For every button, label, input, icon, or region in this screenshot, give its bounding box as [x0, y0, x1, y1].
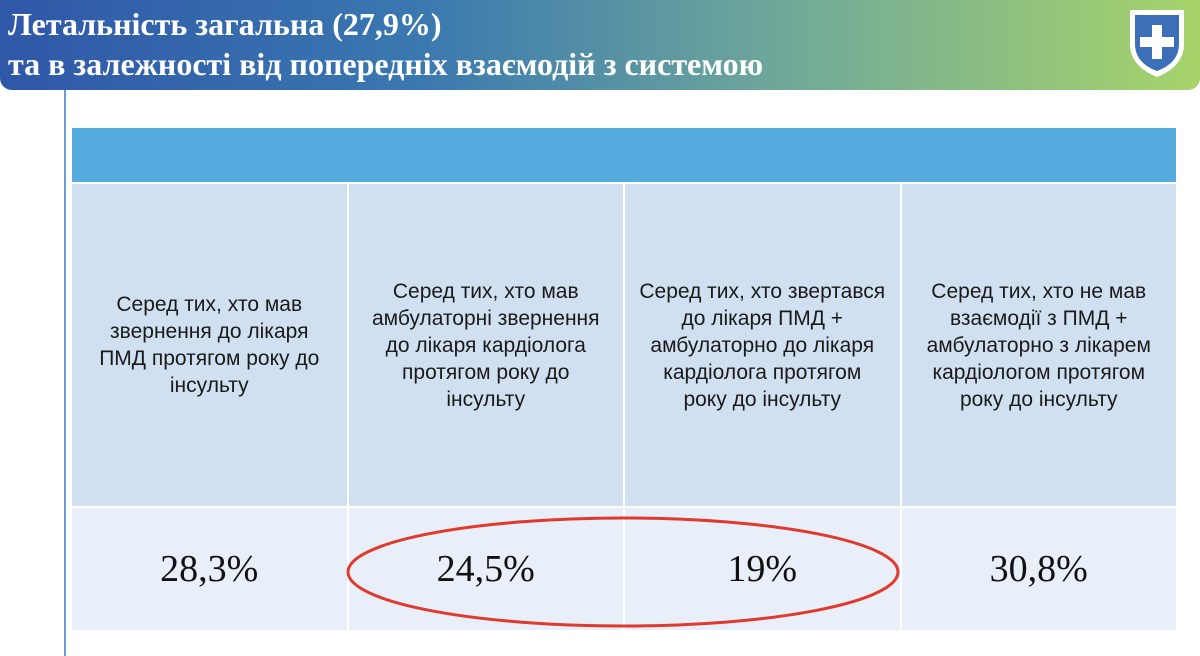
shield-cross-icon	[1130, 10, 1184, 77]
label-text-4: Серед тих, хто не мав взаємодії з ПМД + …	[926, 279, 1151, 411]
value-cell-2: 24,5%	[346, 506, 625, 632]
label-cell-2: Серед тих, хто мав амбулаторні звернення…	[346, 182, 625, 508]
value-cell-3: 19%	[623, 506, 902, 632]
table-row-values: 28,3% 24,5% 19% 30,8%	[70, 506, 1178, 632]
label-cell-3: Серед тих, хто звертався до лікаря ПМД +…	[623, 182, 902, 508]
label-cell-1: Серед тих, хто мав звернення до лікаря П…	[70, 182, 349, 508]
label-text-2: Серед тих, хто мав амбулаторні звернення…	[371, 279, 600, 411]
left-accent-line	[64, 90, 66, 656]
value-cell-4: 30,8%	[899, 506, 1178, 632]
header-band-cell	[70, 126, 1178, 184]
table-header-band	[70, 126, 1178, 184]
table-row-labels: Серед тих, хто мав звернення до лікаря П…	[70, 182, 1178, 508]
slide-header: Летальність загальна (27,9%) та в залежн…	[0, 0, 1200, 90]
slide-title: Летальність загальна (27,9%) та в залежн…	[8, 4, 763, 84]
value-cell-1: 28,3%	[70, 506, 349, 632]
title-line-1: Летальність загальна (27,9%)	[8, 6, 442, 42]
stats-table: Серед тих, хто мав звернення до лікаря П…	[70, 126, 1178, 632]
title-line-2: та в залежності від попередніх взаємодій…	[8, 46, 764, 82]
label-cell-4: Серед тих, хто не мав взаємодії з ПМД + …	[899, 182, 1178, 508]
label-text-3: Серед тих, хто звертався до лікаря ПМД +…	[639, 279, 886, 411]
label-text-1: Серед тих, хто мав звернення до лікаря П…	[99, 293, 320, 397]
